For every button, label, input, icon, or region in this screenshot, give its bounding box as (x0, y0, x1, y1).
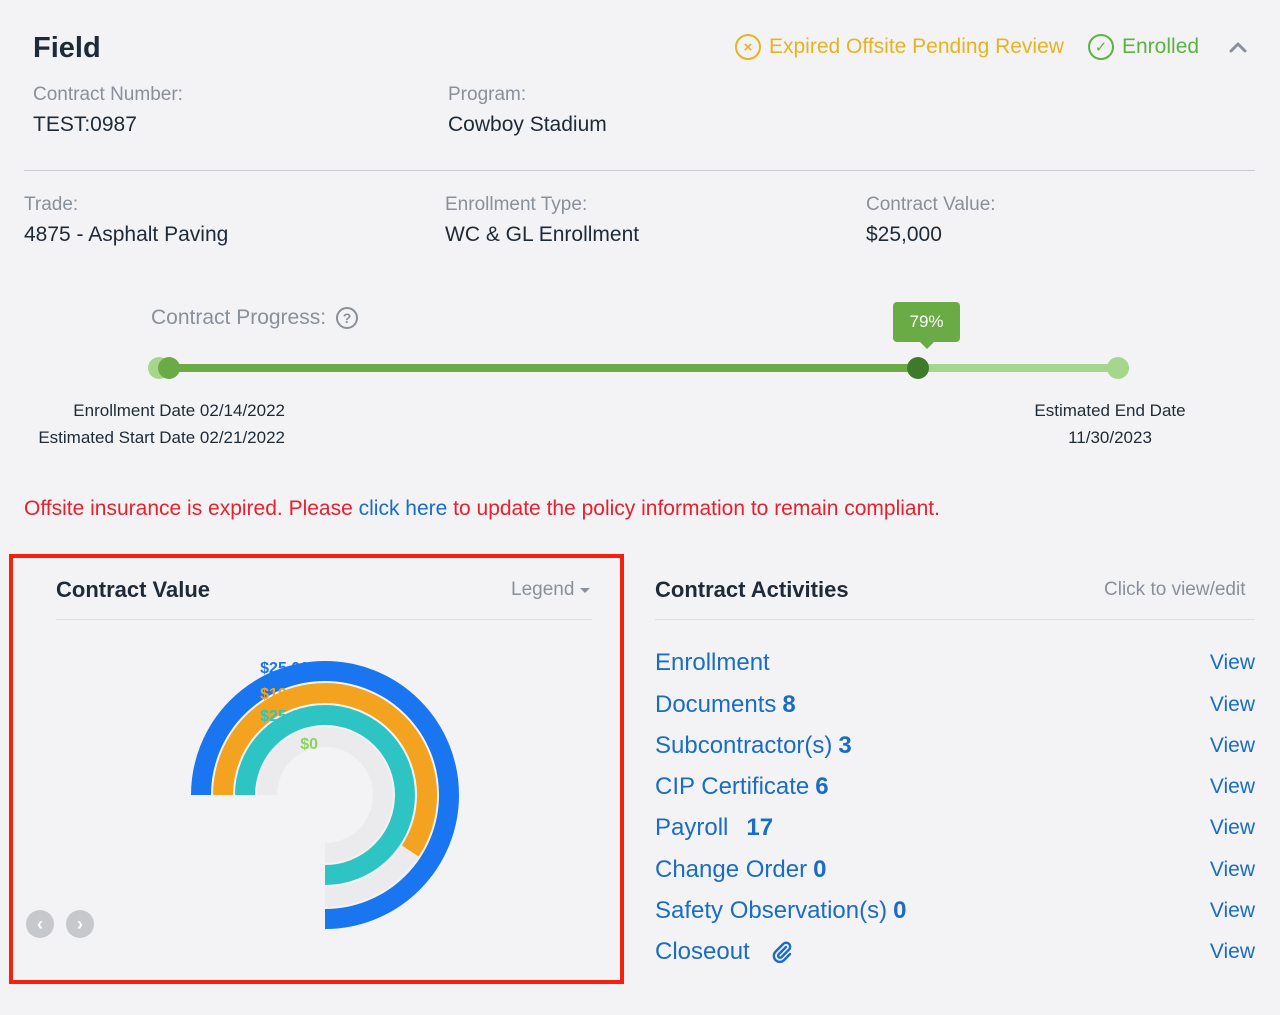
view-payroll-link[interactable]: View (1209, 816, 1255, 839)
view-change-order-link[interactable]: View (1209, 858, 1255, 881)
activity-count: 8 (782, 691, 796, 718)
ring-label-2: $25,000 (260, 708, 318, 725)
page-title: Field (33, 32, 101, 64)
view-cip-certificate-link[interactable]: View (1209, 775, 1255, 798)
enrollment-type-label: Enrollment Type: (445, 194, 588, 215)
activity-row-cip-certificate: CIP Certificate 6 View (655, 771, 1255, 803)
activity-name: Payroll (655, 814, 729, 841)
program-value: Cowboy Stadium (448, 113, 607, 136)
progress-current-dot (907, 357, 930, 379)
ring-value-1 (213, 683, 437, 857)
activity-count: 6 (815, 773, 829, 800)
ring-value-2 (235, 705, 415, 885)
contract-number-label: Contract Number: (33, 84, 183, 105)
activity-row-documents: Documents 8 View (655, 689, 1255, 721)
chevron-left-icon[interactable]: ‹ (26, 910, 54, 938)
legend-dropdown[interactable]: Legend (511, 579, 591, 601)
contract-activities-title: Contract Activities (655, 577, 849, 602)
enrollment-date-text: Enrollment Date 02/14/2022 (73, 401, 285, 420)
activity-name: Subcontractor(s) (655, 732, 833, 759)
activity-count: 17 (746, 814, 774, 841)
progress-end-dot (1107, 357, 1129, 379)
activity-name: Enrollment (655, 649, 770, 676)
contract-number-value: TEST:0987 (33, 113, 137, 136)
view-documents-link[interactable]: View (1209, 693, 1255, 716)
status-enrolled-label: Enrolled (1122, 35, 1200, 58)
activity-closeout-link[interactable]: Closeout (655, 938, 794, 966)
activity-name: Safety Observation(s) (655, 897, 888, 924)
activities-divider (655, 619, 1255, 620)
activity-count: 0 (893, 897, 907, 924)
end-date-value: 11/30/2023 (1068, 428, 1152, 447)
end-date: Estimated End Date 11/30/2023 (1010, 397, 1210, 451)
activity-name: Change Order (655, 856, 808, 883)
activity-row-safety-observations: Safety Observation(s) 0 View (655, 895, 1255, 927)
activity-name: Closeout (655, 938, 750, 965)
progress-percent-badge: 79% (893, 302, 960, 349)
progress-start-dot (158, 357, 180, 379)
end-date-label: Estimated End Date (1034, 401, 1186, 420)
activity-count: 0 (813, 856, 827, 883)
view-enrollment-link[interactable]: View (1209, 651, 1255, 674)
activity-row-change-order: Change Order 0 View (655, 854, 1255, 886)
ring-track-3 (257, 727, 393, 863)
alert-text-before: Offsite insurance is expired. Please (24, 497, 359, 520)
section-divider (24, 170, 1255, 171)
check-circle-icon: ✓ (1088, 34, 1114, 60)
activity-count: 3 (838, 732, 852, 759)
alert-text-after: to update the policy information to rema… (447, 497, 940, 520)
caret-down-icon (580, 587, 591, 593)
update-policy-link[interactable]: click here (358, 497, 448, 520)
view-safety-observations-link[interactable]: View (1209, 899, 1255, 922)
contract-progress-label: Contract Progress: ? (151, 306, 359, 330)
activity-cip-certificate-link[interactable]: CIP Certificate 6 (655, 773, 829, 801)
trade-value: 4875 - Asphalt Paving (24, 223, 229, 246)
status-expired-label: Expired Offsite Pending Review (769, 35, 1064, 58)
activity-documents-link[interactable]: Documents 8 (655, 691, 796, 719)
contract-progress-text: Contract Progress: (151, 306, 327, 329)
x-circle-icon: × (735, 34, 761, 60)
activity-subcontractors-link[interactable]: Subcontractor(s) 3 (655, 732, 852, 760)
ring-label-0: $25,000 (260, 660, 318, 677)
status-expired-badge: × Expired Offsite Pending Review (735, 34, 1064, 60)
contract-value-card-title: Contract Value (56, 577, 211, 602)
activity-row-subcontractors: Subcontractor(s) 3 View (655, 730, 1255, 762)
ring-label-1: $19,745 (260, 686, 318, 703)
enrollment-type-value: WC & GL Enrollment (445, 223, 640, 246)
ring-label-3: $0 (300, 736, 318, 753)
activity-payroll-link[interactable]: Payroll 17 (655, 814, 773, 842)
expired-insurance-alert: Offsite insurance is expired. Please cli… (24, 497, 940, 521)
ring-value-0 (191, 661, 459, 929)
activity-enrollment-link[interactable]: Enrollment (655, 649, 770, 677)
enrollment-date: Enrollment Date 02/14/2022 Estimated Sta… (18, 397, 285, 451)
chevron-right-icon[interactable]: › (66, 910, 94, 938)
status-enrolled-badge: ✓ Enrolled (1088, 34, 1199, 60)
start-date-text: Estimated Start Date 02/21/2022 (38, 428, 285, 447)
trade-label: Trade: (24, 194, 79, 215)
contract-value-card (9, 554, 624, 984)
contract-value-label: Contract Value: (866, 194, 996, 215)
contract-activities-hint: Click to view/edit (1104, 579, 1246, 600)
activity-change-order-link[interactable]: Change Order 0 (655, 856, 826, 884)
activity-row-payroll: Payroll 17 View (655, 812, 1255, 844)
chevron-up-icon[interactable] (1226, 36, 1250, 60)
help-icon[interactable]: ? (336, 307, 359, 329)
progress-fill (160, 364, 919, 372)
contract-value-value: $25,000 (866, 223, 942, 246)
view-closeout-link[interactable]: View (1209, 940, 1255, 963)
activity-row-enrollment: Enrollment View (655, 647, 1255, 679)
legend-label: Legend (511, 579, 575, 600)
activity-row-closeout: Closeout View (655, 936, 1255, 968)
activity-name: Documents (655, 691, 777, 718)
activity-safety-observations-link[interactable]: Safety Observation(s) 0 (655, 897, 906, 925)
card-divider (56, 619, 592, 620)
view-subcontractors-link[interactable]: View (1209, 734, 1255, 757)
activity-name: CIP Certificate (655, 773, 810, 800)
contract-value-radial-chart (191, 661, 459, 929)
paperclip-icon (772, 941, 792, 963)
program-label: Program: (448, 84, 527, 105)
